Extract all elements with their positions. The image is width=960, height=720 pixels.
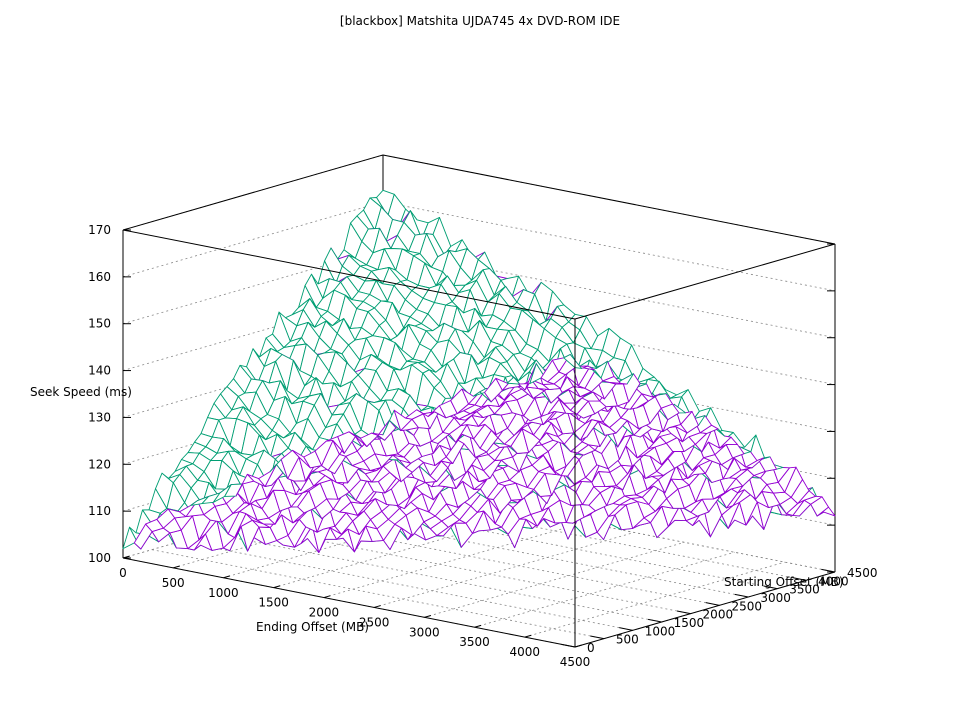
axes-front-box — [122, 229, 836, 647]
x-tick-mark — [474, 624, 482, 628]
surface-cell — [563, 354, 582, 369]
base-grid-line — [209, 532, 662, 623]
y-tick-mark — [676, 610, 691, 615]
y-tick-label: 2500 — [731, 599, 762, 613]
y-tick-label: 3000 — [760, 591, 791, 605]
y-tick-label: 3500 — [789, 583, 820, 597]
x-tick-label: 0 — [119, 566, 127, 580]
x-tick-mark — [173, 565, 180, 569]
z-tick-label: 160 — [88, 270, 111, 284]
base-grid-line — [323, 522, 584, 598]
z-tick-label: 110 — [88, 504, 111, 518]
y-tick-mark — [590, 635, 604, 640]
x-tick-label: 2500 — [359, 615, 390, 629]
x-tick-label: 4000 — [510, 645, 541, 659]
x-tick-label: 2000 — [309, 606, 340, 620]
y-tick-label: 0 — [587, 641, 595, 655]
z-tick-label: 150 — [88, 317, 111, 331]
tick-labels: 1001101201301401501601700500100015002000… — [88, 223, 877, 669]
base-grid-line — [180, 540, 633, 631]
box-edge — [122, 557, 576, 648]
x-tick-label: 1500 — [258, 596, 289, 610]
surface-mesh — [122, 189, 836, 553]
z-tick-label: 130 — [88, 410, 111, 424]
y-tick-mark — [792, 577, 807, 581]
y-axis-label: Starting Offset (MB) — [724, 575, 844, 589]
y-tick-mark — [648, 618, 662, 623]
x-tick-mark — [373, 605, 381, 608]
base-grid-line — [524, 561, 785, 638]
x-tick-label: 3000 — [409, 625, 440, 639]
box-edge-front — [122, 229, 576, 320]
box-edge — [382, 154, 836, 245]
z-tick-label: 140 — [88, 364, 111, 378]
x-tick-label: 3500 — [459, 635, 490, 649]
y-tick-mark — [821, 568, 836, 573]
x-tick-mark — [574, 644, 582, 648]
base-grid-line — [151, 549, 604, 640]
z-tick-label: 120 — [88, 457, 111, 471]
y-tick-mark — [734, 593, 749, 598]
y-tick-label: 500 — [616, 633, 639, 647]
x-tick-mark — [122, 555, 130, 559]
y-tick-label: 1500 — [674, 616, 705, 630]
y-tick-mark — [561, 643, 576, 648]
y-tick-label: 1000 — [645, 624, 676, 638]
y-tick-label: 2000 — [703, 608, 734, 622]
y-tick-mark — [763, 585, 778, 590]
base-grid-line — [374, 532, 635, 608]
x-tick-mark — [223, 575, 231, 579]
box-edge — [122, 154, 384, 231]
x-tick-label: 1000 — [208, 586, 239, 600]
x-tick-label: 4500 — [560, 655, 591, 669]
y-tick-mark — [619, 627, 633, 631]
x-tick-mark — [273, 585, 281, 589]
x-tick-mark — [424, 614, 431, 618]
back-wall-grid-line — [122, 201, 384, 278]
x-tick-mark — [524, 634, 532, 638]
back-wall-grid-line — [382, 201, 836, 292]
box-edge-front — [574, 243, 836, 320]
x-axis-label: Ending Offset (MB) — [256, 620, 369, 634]
z-tick-label: 170 — [88, 223, 111, 237]
z-axis-label: Seek Speed (ms) — [30, 385, 132, 399]
y-tick-label: 4000 — [818, 574, 849, 588]
x-tick-mark — [323, 595, 331, 599]
y-tick-label: 4500 — [847, 566, 878, 580]
base-grid-line — [474, 551, 735, 628]
x-tick-label: 500 — [162, 576, 185, 590]
chart-title: [blackbox] Matshita UJDA745 4x DVD-ROM I… — [340, 14, 620, 28]
z-tick-label: 100 — [88, 551, 111, 565]
base-grid-line — [424, 541, 685, 618]
box-edge — [574, 571, 836, 648]
y-tick-mark — [705, 602, 720, 606]
